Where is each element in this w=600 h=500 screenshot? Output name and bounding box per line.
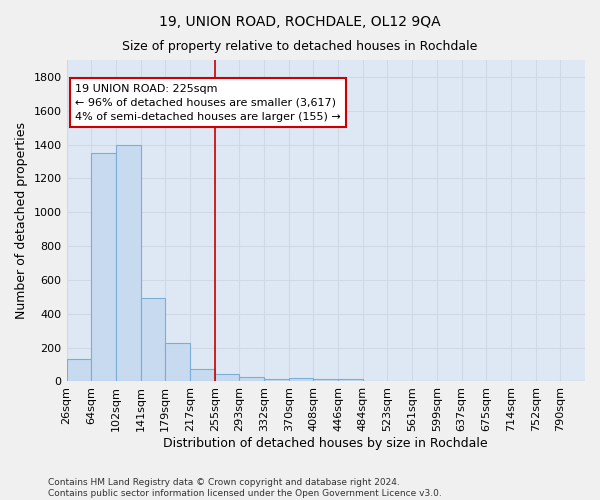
Bar: [91, 153, 116, 382]
X-axis label: Distribution of detached houses by size in Rochdale: Distribution of detached houses by size …: [163, 437, 488, 450]
Text: Size of property relative to detached houses in Rochdale: Size of property relative to detached ho…: [122, 40, 478, 53]
Y-axis label: Number of detached properties: Number of detached properties: [15, 122, 28, 319]
Bar: [215, 374, 239, 382]
Bar: [289, 378, 313, 382]
Bar: [313, 379, 338, 382]
Bar: [67, 358, 91, 382]
Text: 19, UNION ROAD, ROCHDALE, OL12 9QA: 19, UNION ROAD, ROCHDALE, OL12 9QA: [159, 15, 441, 29]
Bar: [190, 369, 215, 382]
Bar: [264, 379, 289, 382]
Bar: [338, 379, 363, 382]
Bar: [165, 344, 190, 382]
Bar: [239, 376, 264, 382]
Bar: [140, 298, 165, 382]
Text: 19 UNION ROAD: 225sqm
← 96% of detached houses are smaller (3,617)
4% of semi-de: 19 UNION ROAD: 225sqm ← 96% of detached …: [75, 84, 341, 122]
Bar: [116, 144, 140, 382]
Text: Contains HM Land Registry data © Crown copyright and database right 2024.
Contai: Contains HM Land Registry data © Crown c…: [48, 478, 442, 498]
